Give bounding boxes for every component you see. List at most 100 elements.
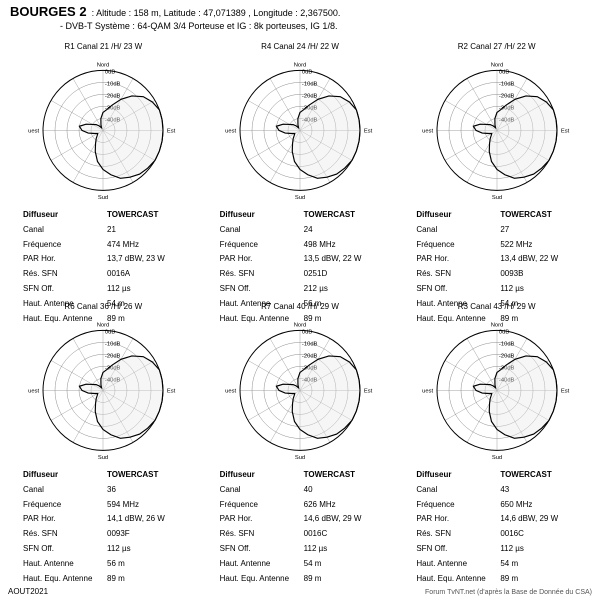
- panel-title: R6 Canal 36 /H/ 26 W: [5, 302, 202, 311]
- system-line: - DVB-T Système : 64-QAM 3/4 Porteuse et…: [60, 21, 340, 33]
- svg-text:Nord: Nord: [97, 323, 110, 329]
- svg-text:Ouest: Ouest: [225, 128, 237, 134]
- param-value: 650 MHz: [499, 499, 559, 512]
- param-label: SFN Off.: [219, 283, 301, 296]
- param-value: 112 µs: [106, 543, 166, 556]
- param-label: PAR Hor.: [415, 513, 497, 526]
- panel: R3 Canal 43 /H/ 29 W -40dB-30dB-20dB-10d…: [398, 300, 595, 560]
- param-label: Fréquence: [415, 239, 497, 252]
- altitude: Altitude : 158 m,: [96, 8, 161, 18]
- panel: R1 Canal 21 /H/ 23 W -40dB-30dB-20dB-10d…: [5, 40, 202, 300]
- polar-chart: -40dB-30dB-20dB-10dB0dBNordEstSudOuest: [422, 313, 572, 463]
- param-value: 43: [499, 484, 559, 497]
- svg-text:-20dB: -20dB: [105, 93, 121, 99]
- param-label: Fréquence: [22, 239, 104, 252]
- footer-credit: Forum TvNT.net (d'après la Base de Donné…: [425, 589, 592, 596]
- param-value: 212 µs: [303, 283, 363, 296]
- param-label: Canal: [219, 484, 301, 497]
- svg-text:Est: Est: [167, 388, 176, 394]
- param-value: 0093F: [106, 528, 166, 541]
- svg-text:-10dB: -10dB: [105, 81, 121, 87]
- param-value: 40: [303, 484, 363, 497]
- param-value: 112 µs: [106, 283, 166, 296]
- param-label: Diffuseur: [415, 469, 497, 482]
- param-label: Rés. SFN: [219, 268, 301, 281]
- svg-text:Ouest: Ouest: [422, 128, 434, 134]
- param-label: Diffuseur: [219, 469, 301, 482]
- panel-title: R2 Canal 27 /H/ 22 W: [398, 42, 595, 51]
- param-value: 0093B: [499, 268, 559, 281]
- panel-title: R4 Canal 24 /H/ 22 W: [202, 42, 399, 51]
- param-value: 0251D: [303, 268, 363, 281]
- param-label: PAR Hor.: [22, 513, 104, 526]
- param-value: 56 m: [106, 558, 166, 571]
- param-value: TOWERCAST: [106, 209, 166, 222]
- param-label: Canal: [22, 484, 104, 497]
- param-label: PAR Hor.: [219, 253, 301, 266]
- param-value: 89 m: [499, 573, 559, 586]
- panel: R6 Canal 36 /H/ 26 W -40dB-30dB-20dB-10d…: [5, 300, 202, 560]
- panel-title: R3 Canal 43 /H/ 29 W: [398, 302, 595, 311]
- svg-text:Nord: Nord: [294, 323, 307, 329]
- chart-grid: R1 Canal 21 /H/ 23 W -40dB-30dB-20dB-10d…: [0, 40, 600, 560]
- param-label: Fréquence: [22, 499, 104, 512]
- param-label: SFN Off.: [22, 543, 104, 556]
- svg-text:Nord: Nord: [97, 63, 110, 69]
- polar-chart: -40dB-30dB-20dB-10dB0dBNordEstSudOuest: [28, 53, 178, 203]
- param-value: 27: [499, 224, 559, 237]
- polar-chart: -40dB-30dB-20dB-10dB0dBNordEstSudOuest: [422, 53, 572, 203]
- param-label: PAR Hor.: [415, 253, 497, 266]
- param-value: 498 MHz: [303, 239, 363, 252]
- param-value: 112 µs: [499, 283, 559, 296]
- param-value: 36: [106, 484, 166, 497]
- param-label: Diffuseur: [22, 209, 104, 222]
- param-value: 14,6 dBW, 29 W: [303, 513, 363, 526]
- svg-text:-20dB: -20dB: [105, 353, 121, 359]
- param-label: Haut. Antenne: [22, 558, 104, 571]
- param-value: 89 m: [303, 573, 363, 586]
- param-label: Rés. SFN: [415, 528, 497, 541]
- param-label: Fréquence: [415, 499, 497, 512]
- svg-text:Est: Est: [364, 388, 373, 394]
- param-value: 112 µs: [499, 543, 559, 556]
- param-label: Rés. SFN: [22, 268, 104, 281]
- svg-text:Est: Est: [561, 388, 570, 394]
- param-label: SFN Off.: [415, 283, 497, 296]
- svg-text:-10dB: -10dB: [499, 81, 515, 87]
- param-value: 13,4 dBW, 22 W: [499, 253, 559, 266]
- polar-chart: -40dB-30dB-20dB-10dB0dBNordEstSudOuest: [225, 53, 375, 203]
- param-value: 13,5 dBW, 22 W: [303, 253, 363, 266]
- param-label: Haut. Equ. Antenne: [219, 573, 301, 586]
- svg-text:-10dB: -10dB: [105, 341, 121, 347]
- param-label: Rés. SFN: [22, 528, 104, 541]
- param-label: Canal: [415, 224, 497, 237]
- param-value: 21: [106, 224, 166, 237]
- polar-chart: -40dB-30dB-20dB-10dB0dBNordEstSudOuest: [28, 313, 178, 463]
- param-label: Fréquence: [219, 239, 301, 252]
- panel-title: R1 Canal 21 /H/ 23 W: [5, 42, 202, 51]
- param-label: Rés. SFN: [415, 268, 497, 281]
- svg-text:Nord: Nord: [294, 63, 307, 69]
- svg-text:-20dB: -20dB: [499, 93, 515, 99]
- param-label: SFN Off.: [415, 543, 497, 556]
- param-label: Diffuseur: [415, 209, 497, 222]
- param-value: 0016C: [499, 528, 559, 541]
- longitude: Longitude : 2,367500.: [253, 8, 340, 18]
- page-header: BOURGES 2 : Altitude : 158 m, Latitude :…: [10, 4, 340, 33]
- svg-text:Ouest: Ouest: [28, 128, 40, 134]
- param-table: DiffuseurTOWERCASTCanal43Fréquence650 MH…: [413, 467, 561, 587]
- svg-text:-10dB: -10dB: [302, 81, 318, 87]
- param-value: 522 MHz: [499, 239, 559, 252]
- svg-text:-10dB: -10dB: [302, 341, 318, 347]
- param-label: PAR Hor.: [219, 513, 301, 526]
- svg-text:Est: Est: [364, 128, 373, 134]
- param-label: Fréquence: [219, 499, 301, 512]
- param-value: 24: [303, 224, 363, 237]
- svg-text:-10dB: -10dB: [499, 341, 515, 347]
- param-value: 14,6 dBW, 29 W: [499, 513, 559, 526]
- param-value: 0016A: [106, 268, 166, 281]
- param-label: Haut. Antenne: [415, 558, 497, 571]
- panel-title: R7 Canal 40 /H/ 29 W: [202, 302, 399, 311]
- svg-text:Est: Est: [561, 128, 570, 134]
- param-label: Diffuseur: [219, 209, 301, 222]
